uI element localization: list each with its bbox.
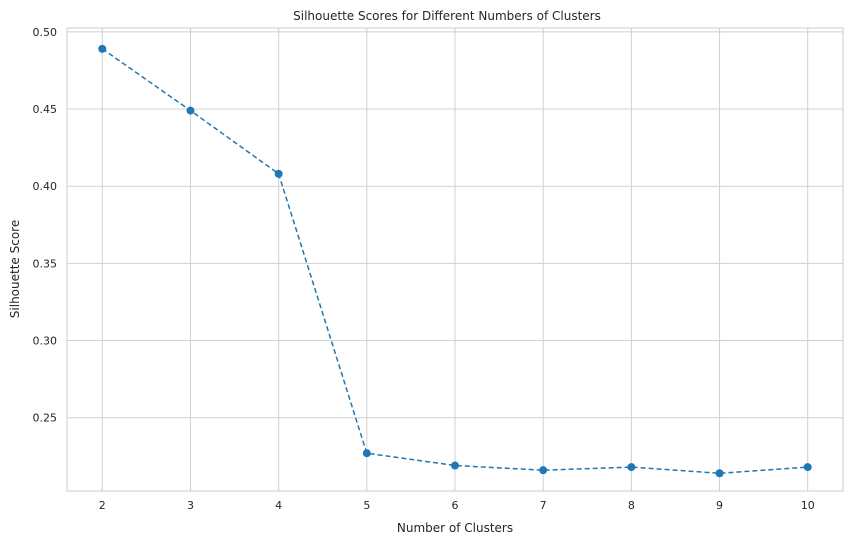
data-point — [803, 463, 812, 472]
data-point — [98, 44, 107, 53]
y-tick-label: 0.25 — [33, 412, 58, 425]
data-point — [186, 106, 195, 115]
x-axis-ticks: 2 3 4 5 6 7 8 9 10 — [99, 499, 815, 512]
x-tick-label: 3 — [187, 499, 194, 512]
x-axis-label: Number of Clusters — [397, 521, 513, 535]
data-point — [362, 449, 371, 458]
data-point — [715, 469, 724, 478]
x-tick-label: 6 — [452, 499, 459, 512]
data-point — [451, 461, 459, 470]
y-axis-label: Silhouette Score — [8, 220, 22, 318]
series-line — [101, 48, 808, 475]
grid-lines — [67, 28, 843, 491]
y-tick-label: 0.40 — [33, 180, 58, 193]
data-point — [539, 466, 548, 475]
x-tick-label: 2 — [99, 499, 106, 512]
series-points — [98, 44, 812, 478]
chart-title: Silhouette Scores for Different Numbers … — [293, 9, 601, 23]
x-tick-label: 5 — [363, 499, 370, 512]
y-tick-label: 0.30 — [33, 335, 58, 348]
x-tick-label: 10 — [801, 499, 815, 512]
plot-frame — [66, 27, 844, 492]
x-tick-label: 4 — [275, 499, 282, 512]
y-tick-label: 0.50 — [33, 26, 58, 39]
x-tick-label: 7 — [540, 499, 547, 512]
x-tick-label: 9 — [716, 499, 723, 512]
data-point — [274, 169, 283, 178]
y-axis-ticks: 0.25 0.30 0.35 0.40 0.45 0.50 — [33, 26, 58, 425]
y-tick-label: 0.45 — [33, 103, 58, 116]
data-point — [627, 463, 636, 472]
x-tick-label: 8 — [628, 499, 635, 512]
y-tick-label: 0.35 — [33, 257, 58, 270]
